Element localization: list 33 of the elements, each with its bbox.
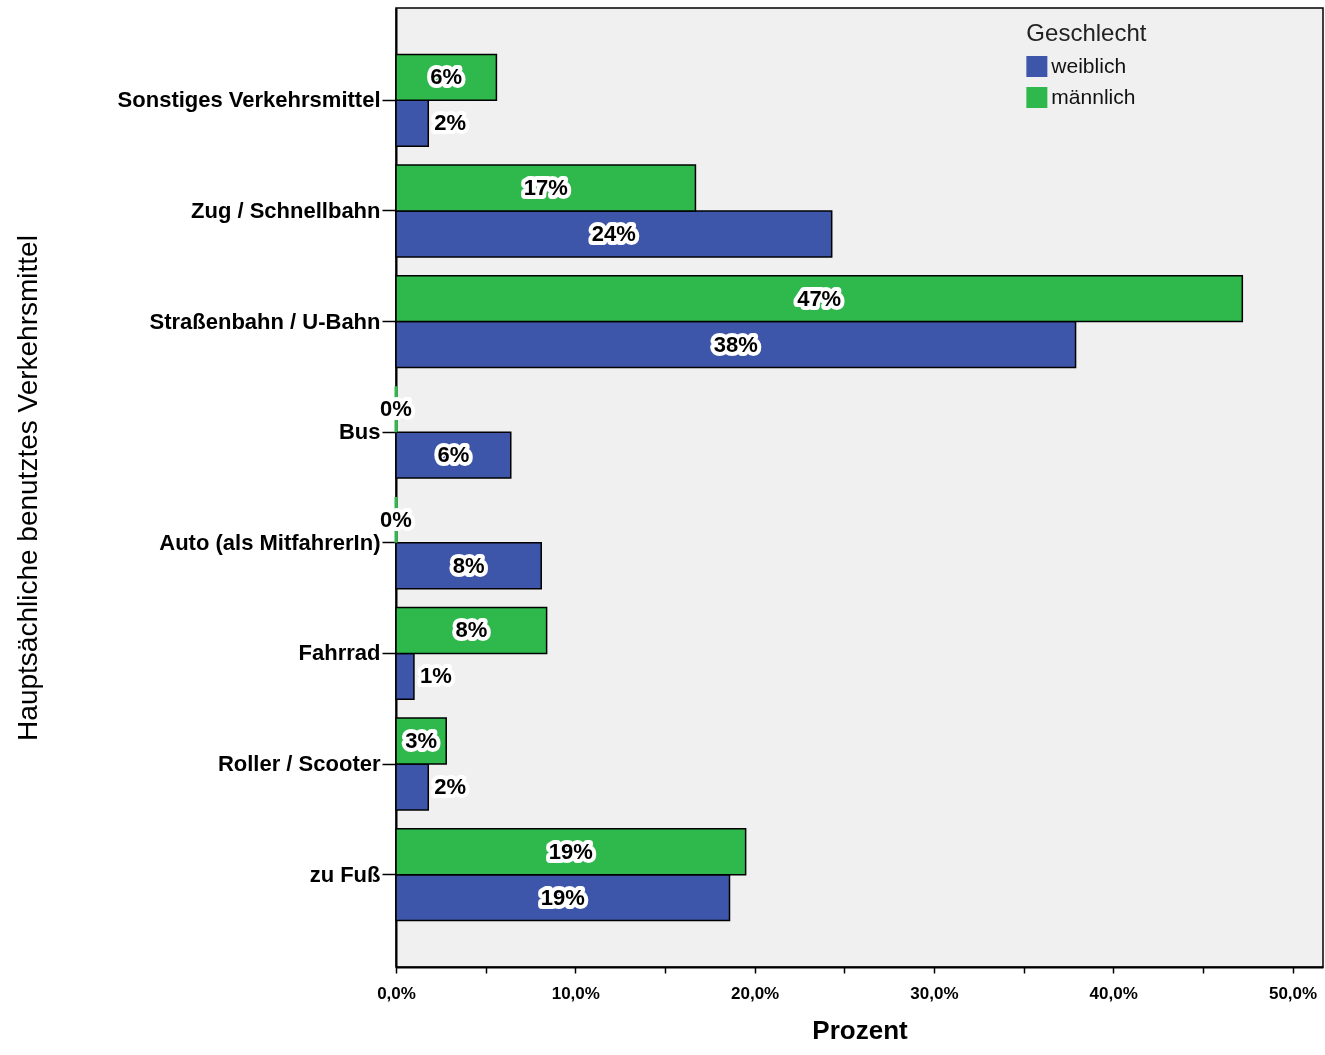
y-tick-label: zu Fuß — [309, 861, 381, 887]
data-label: 6% — [437, 442, 470, 468]
x-tick-label: 40,0% — [1089, 983, 1138, 1003]
legend-label: männlich — [1051, 84, 1136, 108]
x-tick-label: 30,0% — [910, 983, 959, 1003]
data-label: 24% — [591, 220, 636, 246]
x-tick-label: 0,0% — [377, 983, 416, 1003]
y-tick-label: Sonstiges Verkehrsmittel — [117, 87, 381, 113]
data-label: 47% — [797, 285, 842, 311]
data-label: 8% — [455, 617, 488, 643]
data-label: 17% — [523, 175, 568, 201]
y-tick-label: Auto (als MitfahrerIn) — [159, 529, 381, 555]
x-tick-label: 20,0% — [731, 983, 780, 1003]
data-label: 38% — [713, 331, 758, 357]
data-label: 19% — [548, 838, 593, 864]
x-axis-title: Prozent — [812, 1014, 909, 1045]
data-label: 19% — [540, 884, 585, 910]
y-tick-label: Zug / Schnellbahn — [191, 197, 381, 223]
y-tick-label: Bus — [338, 419, 381, 445]
x-tick-label: 10,0% — [551, 983, 600, 1003]
y-tick-label: Roller / Scooter — [217, 751, 381, 777]
y-axis-title: Hauptsächliche benutztes Verkehrsmittel — [11, 235, 43, 741]
data-label: 6% — [430, 64, 463, 90]
data-label: 2% — [434, 110, 467, 136]
data-label: 8% — [452, 552, 485, 578]
legend-title: Geschlecht — [1026, 19, 1147, 46]
data-label: 1% — [419, 663, 452, 689]
y-tick-label: Fahrrad — [298, 640, 381, 666]
x-tick-label: 50,0% — [1268, 983, 1318, 1003]
y-tick-label: Straßenbahn / U-Bahn — [149, 308, 381, 334]
data-label: 2% — [434, 773, 467, 799]
legend-label: weiblich — [1050, 53, 1127, 77]
data-label: 3% — [405, 728, 437, 754]
